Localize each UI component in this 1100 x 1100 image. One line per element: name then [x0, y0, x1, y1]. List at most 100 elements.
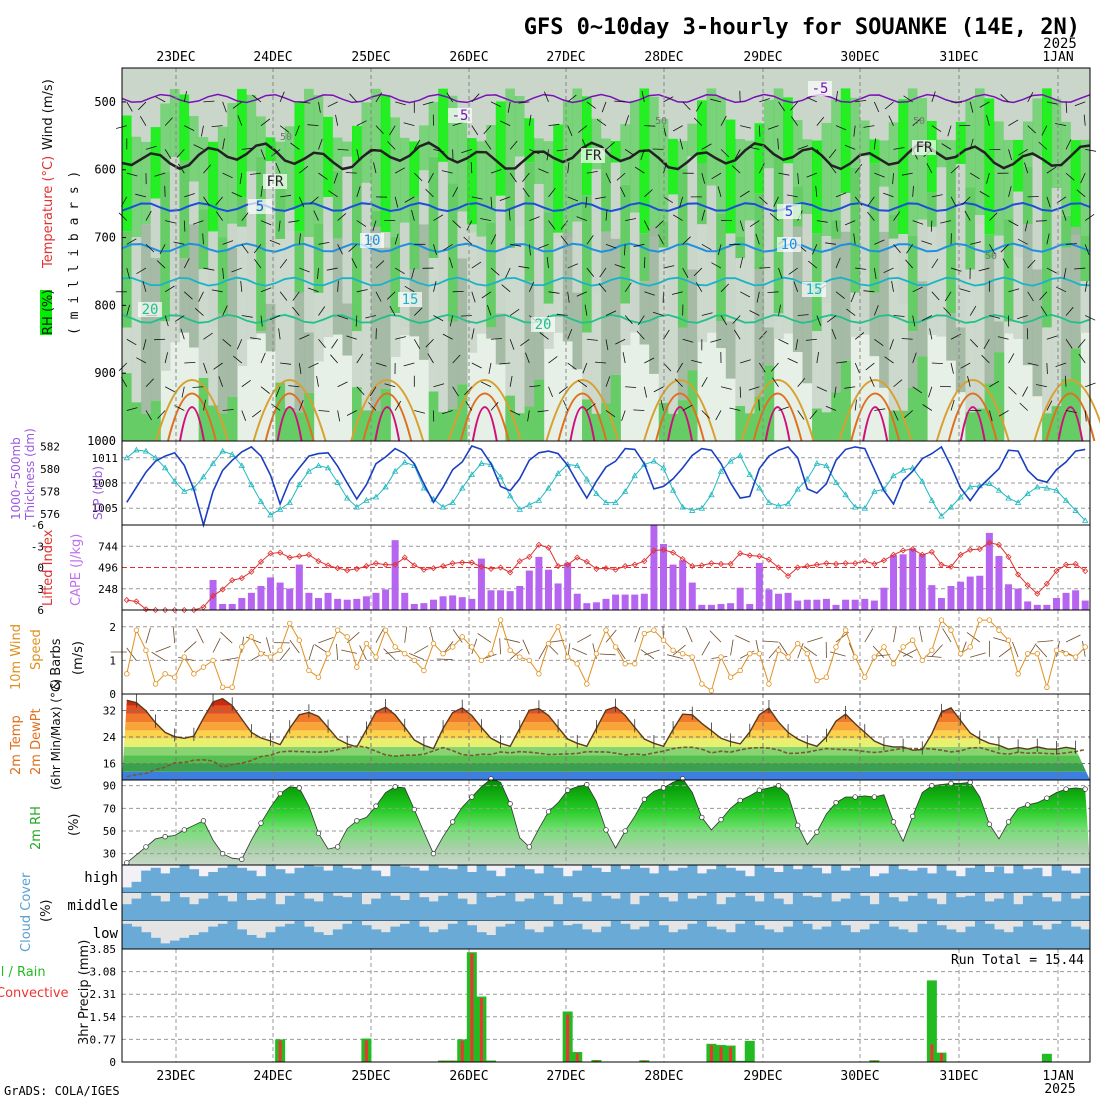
- thickness-tick-label: 578: [40, 485, 60, 498]
- rh-band: [917, 68, 928, 99]
- wind-barb: [749, 310, 760, 316]
- wind-barb: [356, 289, 368, 293]
- wind-barb: [1000, 244, 1009, 253]
- wind-barb: [145, 378, 154, 388]
- rh-band: [169, 157, 181, 322]
- wind-barb: [394, 400, 402, 411]
- rh-band: [217, 126, 228, 238]
- cloud-bar: [438, 895, 449, 921]
- wind-barb: [988, 410, 993, 422]
- cloud-bar: [965, 895, 976, 921]
- wind-barb: [499, 362, 511, 365]
- cape-bar: [554, 583, 562, 610]
- wind-barb: [173, 241, 185, 245]
- wind-barb: [275, 162, 281, 174]
- isotherm-label-bg: [138, 302, 162, 317]
- wind-speed-point: [986, 617, 993, 623]
- cloud-bar: [706, 893, 717, 921]
- wind-barb: [480, 381, 492, 388]
- rh-point: [737, 797, 743, 804]
- li-point: [238, 575, 245, 582]
- wind-barb: [863, 290, 875, 293]
- wind-barb: [433, 244, 437, 256]
- cloud-bar: [246, 935, 257, 949]
- wind-barb: [1046, 362, 1048, 375]
- wind-barb: [578, 125, 588, 133]
- wind-barb: [797, 410, 805, 420]
- cloud-bar: [946, 929, 957, 949]
- wind-barb: [275, 386, 281, 398]
- cloud-bar: [1070, 926, 1081, 949]
- rh-band: [859, 156, 871, 333]
- wind-speed-point: [756, 650, 763, 657]
- thickness-point: [775, 502, 782, 509]
- wind-barb: [116, 125, 127, 129]
- wind-barb: [998, 410, 1009, 417]
- li-point: [411, 562, 418, 569]
- cloud-bar: [974, 921, 985, 949]
- rh-band: [668, 413, 679, 441]
- temperature-axis-label: Temperature (°C): [41, 156, 56, 269]
- li-point: [267, 550, 274, 557]
- wind-barb: [883, 267, 894, 274]
- rh-band: [879, 140, 890, 187]
- thickness-point: [181, 488, 188, 494]
- cloud-bar: [716, 904, 727, 921]
- rh-band: [227, 223, 238, 248]
- cloud-bar: [725, 932, 736, 949]
- wind-barb: [527, 410, 530, 422]
- wind-barb: [625, 218, 637, 221]
- wind-speed-point: [449, 644, 456, 650]
- wind-barb: [441, 410, 453, 415]
- bottom-date-label: 30DEC: [840, 1069, 879, 1084]
- wind-barb: [657, 234, 664, 245]
- cloud-bar: [783, 926, 794, 949]
- wind-speed-point: [775, 647, 782, 654]
- cloud-bar: [562, 925, 573, 949]
- rh-band: [361, 281, 372, 411]
- rh-band: [658, 247, 669, 403]
- rh-band: [265, 161, 276, 304]
- cloud-bar: [955, 897, 966, 921]
- wind-barb: [653, 386, 664, 393]
- rh-band: [591, 292, 602, 414]
- rh-band: [965, 269, 976, 413]
- wind-barb: [411, 267, 415, 279]
- wind-barb: [471, 125, 479, 136]
- wind-barb: [641, 91, 645, 102]
- li-point: [162, 606, 169, 614]
- isotherm-label: 20: [535, 317, 552, 333]
- thickness-point: [209, 460, 217, 466]
- cloud-bar: [658, 925, 669, 949]
- thickness-point: [487, 461, 495, 467]
- rh-band: [831, 220, 842, 239]
- cape-bar: [775, 593, 783, 610]
- cloud-bar: [744, 876, 755, 893]
- thickness-point: [621, 488, 629, 494]
- cloud-unit-label: (%): [39, 900, 54, 923]
- precip-total-bar: [744, 1040, 755, 1062]
- wind-barb: [211, 125, 223, 127]
- rh-band: [744, 220, 756, 225]
- chart-title: GFS 0~10day 3-hourly for SOUANKE (14E, 2…: [524, 15, 1080, 40]
- wind-barb: [1036, 384, 1047, 388]
- wind-barb: [644, 357, 655, 364]
- wind-barb: [176, 149, 185, 158]
- rh-band: [879, 231, 890, 388]
- wind-barb: [825, 242, 837, 245]
- rh-band: [744, 68, 756, 141]
- rh-point: [584, 781, 590, 788]
- wind-barb: [943, 307, 952, 316]
- rh-band: [131, 237, 142, 270]
- rh-point: [334, 844, 341, 850]
- wind-barb: [867, 211, 875, 221]
- cloud-bar: [572, 897, 583, 921]
- wind-barb: [138, 101, 147, 111]
- rh-band: [1042, 164, 1053, 328]
- wind-barb: [222, 338, 232, 347]
- wind-barb: [1063, 267, 1067, 279]
- wind-speed-point: [727, 674, 734, 680]
- wind-speed-point: [766, 681, 772, 687]
- precip-convective-bar: [441, 1060, 445, 1062]
